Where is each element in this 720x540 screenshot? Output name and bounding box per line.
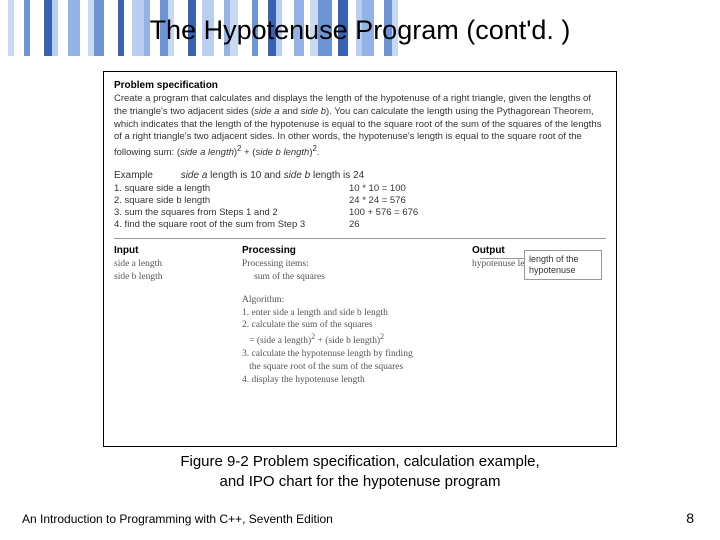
callout-box: length of the hypotenuse [524, 250, 602, 280]
example-steps: 1. square side a length10 * 10 = 1002. s… [114, 183, 606, 230]
callout-connector [480, 258, 524, 259]
spec-body: Create a program that calculates and dis… [114, 93, 606, 160]
example-row: 4. find the square root of the sum from … [114, 219, 606, 230]
ipo-proc-head: Processing [242, 245, 472, 256]
ipo-proc-item: sum of the squares [242, 271, 472, 284]
example-heading: Example side a length is 10 and side b l… [114, 170, 606, 181]
ipo-input-items: side a lengthside b length [114, 258, 242, 284]
slide-title: The Hypotenuse Program (cont'd. ) [0, 0, 720, 46]
footer-text: An Introduction to Programming with C++,… [22, 512, 333, 526]
figure-container: Problem specification Create a program t… [103, 71, 617, 447]
ipo-input-head: Input [114, 245, 242, 256]
example-row: 2. square side b length24 * 24 = 576 [114, 195, 606, 206]
figure-caption: Figure 9-2 Problem specification, calcul… [0, 452, 720, 491]
example-row: 3. sum the squares from Steps 1 and 2100… [114, 207, 606, 218]
ipo-proc-label: Processing items: [242, 258, 472, 271]
algo-head: Algorithm: [242, 294, 472, 307]
divider [114, 238, 606, 239]
page-number: 8 [686, 510, 694, 526]
spec-heading: Problem specification [114, 80, 606, 91]
algo-steps: 1. enter side a length and side b length… [242, 307, 472, 387]
example-row: 1. square side a length10 * 10 = 100 [114, 183, 606, 194]
